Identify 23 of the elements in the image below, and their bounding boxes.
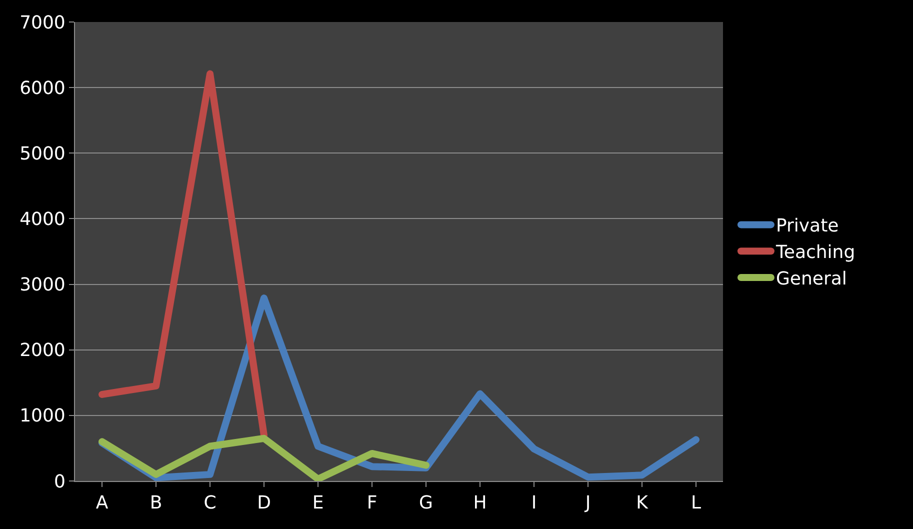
x-tick-label: L bbox=[690, 492, 702, 514]
y-tick-label: 6000 bbox=[20, 78, 66, 99]
x-tick-label: J bbox=[584, 492, 591, 514]
y-tick-label: 4000 bbox=[20, 209, 66, 230]
x-tick-label: I bbox=[531, 492, 537, 514]
y-tick-label: 3000 bbox=[20, 274, 66, 296]
legend-label: Teaching bbox=[774, 242, 856, 264]
x-tick-label: B bbox=[150, 492, 162, 514]
x-tick-label: G bbox=[419, 492, 433, 514]
legend-label: General bbox=[776, 268, 847, 290]
x-tick-label: C bbox=[204, 492, 216, 514]
x-tick-label: D bbox=[257, 492, 271, 514]
y-tick-label: 2000 bbox=[20, 340, 66, 362]
x-tick-label: F bbox=[366, 492, 378, 514]
x-tick-label: K bbox=[636, 492, 650, 514]
legend-label: Private bbox=[776, 216, 839, 237]
x-tick-label: A bbox=[96, 492, 109, 514]
y-tick-label: 0 bbox=[54, 471, 66, 492]
y-tick-label: 7000 bbox=[20, 12, 66, 34]
x-tick-label: H bbox=[473, 492, 487, 514]
x-tick-label: E bbox=[312, 492, 324, 514]
y-tick-label: 1000 bbox=[20, 406, 66, 427]
y-tick-label: 5000 bbox=[20, 143, 66, 164]
